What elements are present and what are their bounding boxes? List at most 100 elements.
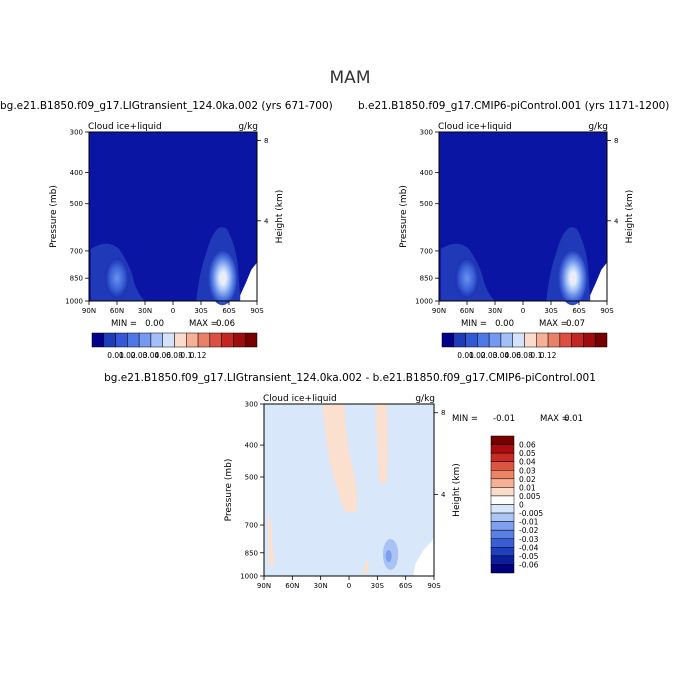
legend-swatch <box>490 435 515 445</box>
colorbar-swatch <box>115 332 128 348</box>
colorbar-label: 0.03 <box>481 351 498 360</box>
x-tick-label: 30S <box>371 582 385 590</box>
max-label: MAX = <box>189 319 218 329</box>
x-tick-label: 30S <box>544 307 558 315</box>
colorbar-swatch <box>453 332 466 348</box>
y-tick-label: 500 <box>245 473 258 481</box>
colorbar-swatch <box>150 332 163 348</box>
colorbar-label: 0.02 <box>469 351 486 360</box>
colorbar-swatch <box>524 332 537 348</box>
legend-swatch <box>490 487 515 497</box>
colorbar-label: 0.01 <box>107 351 124 360</box>
x-tick-label: 30N <box>138 307 152 315</box>
y-right-tick-label: 4 <box>441 491 446 499</box>
legend-label: -0.005 <box>519 509 543 518</box>
units-label: g/kg <box>238 122 258 132</box>
max-value: 0.06 <box>216 319 235 329</box>
legend-swatch <box>490 504 515 514</box>
colorbar-swatch <box>488 332 502 348</box>
variable-label: Cloud ice+liquid <box>88 122 162 132</box>
colorbar-swatch <box>441 332 455 348</box>
legend-label: 0.005 <box>519 492 541 501</box>
legend-swatch <box>490 444 515 454</box>
colorbar-label: 0.02 <box>119 351 136 360</box>
colorbar-swatch <box>138 332 152 348</box>
panel2-title: b.e21.B1850.f09_g17.CMIP6-piControl.001 … <box>358 100 670 112</box>
max-value: 0.01 <box>564 414 583 424</box>
y-right-tick-label: 4 <box>614 217 619 225</box>
legend-swatch <box>490 478 515 488</box>
legend-swatch <box>490 470 515 480</box>
colorbar-swatch <box>465 332 478 348</box>
max-label: MAX = <box>540 414 569 424</box>
legend-swatch <box>490 555 515 565</box>
colorbar-swatch <box>197 332 211 348</box>
y-axis-label: Pressure (mb) <box>224 459 234 522</box>
legend-swatch <box>490 461 515 471</box>
min-value: 0.00 <box>145 319 164 329</box>
min-label: MIN = <box>461 319 487 329</box>
colorbar-label: 0.04 <box>143 351 160 360</box>
neg-anomaly-core <box>385 550 392 563</box>
colorbar-swatch <box>477 332 490 348</box>
diff-title: bg.e21.B1850.f09_g17.LIGtransient_124.0k… <box>104 372 596 384</box>
colorbar-swatch <box>127 332 140 348</box>
x-tick-label: 0 <box>521 307 525 315</box>
y-tick-label: 400 <box>420 169 433 177</box>
legend-label: 0.01 <box>519 483 536 492</box>
colorbar-swatch <box>244 332 258 348</box>
y-tick-label: 300 <box>245 401 258 409</box>
colorbar-label: 0.01 <box>457 351 474 360</box>
colorbar-swatch <box>233 332 246 348</box>
colorbar-swatch <box>547 332 561 348</box>
colorbar-swatch <box>559 332 572 348</box>
x-tick-label: 90N <box>257 582 271 590</box>
min-label: MIN = <box>452 414 478 424</box>
x-tick-label: 60N <box>460 307 474 315</box>
legend-swatch <box>490 547 515 557</box>
x-tick-label: 60N <box>110 307 124 315</box>
panel-0 <box>85 131 261 306</box>
legend-swatch <box>490 512 515 522</box>
legend-label: 0 <box>519 501 524 510</box>
nh-cloud-core <box>105 257 129 299</box>
panel1-title: bg.e21.B1850.f09_g17.LIGtransient_124.0k… <box>0 100 333 112</box>
legend-swatch <box>490 452 515 462</box>
colorbar-label: 0.1 <box>530 351 542 360</box>
y-tick-label: 300 <box>420 129 433 137</box>
y-tick-label: 500 <box>420 200 433 208</box>
y-right-tick-label: 4 <box>264 217 269 225</box>
legend-swatch <box>490 495 515 505</box>
x-tick-label: 60S <box>572 307 586 315</box>
legend-label: 0.02 <box>519 475 536 484</box>
y-right-tick-label: 8 <box>264 137 268 145</box>
colorbar-swatch <box>174 332 187 348</box>
y-tick-label: 700 <box>70 247 83 255</box>
min-value: -0.01 <box>493 414 515 424</box>
colorbar-label: 0.08 <box>166 351 183 360</box>
colorbar-label: 0.06 <box>154 351 171 360</box>
colorbar-swatch <box>209 332 222 348</box>
y-tick-label: 850 <box>420 275 433 283</box>
y-tick-label: 400 <box>245 442 258 450</box>
y-axis-label: Pressure (mb) <box>49 185 59 248</box>
units-label: g/kg <box>588 122 608 132</box>
colorbar-swatch <box>91 332 105 348</box>
legend-label: -0.05 <box>519 552 539 561</box>
x-tick-label: 90N <box>82 307 96 315</box>
y-tick-label: 1000 <box>65 298 83 306</box>
legend-label: -0.03 <box>519 535 539 544</box>
y-right-axis-label: Height (km) <box>275 190 285 244</box>
colorbar-swatch <box>103 332 116 348</box>
panel-2 <box>260 403 438 580</box>
colorbar-label: 0.04 <box>493 351 510 360</box>
x-tick-label: 60S <box>399 582 413 590</box>
y-tick-label: 300 <box>70 129 83 137</box>
x-tick-label: 0 <box>171 307 175 315</box>
pos-anomaly-nh <box>267 512 275 568</box>
sh-cloud-core <box>208 251 237 306</box>
colorbar-swatch <box>536 332 549 348</box>
x-tick-label: 30N <box>314 582 328 590</box>
x-tick-label: 30N <box>488 307 502 315</box>
y-right-axis-label: Height (km) <box>452 463 462 517</box>
